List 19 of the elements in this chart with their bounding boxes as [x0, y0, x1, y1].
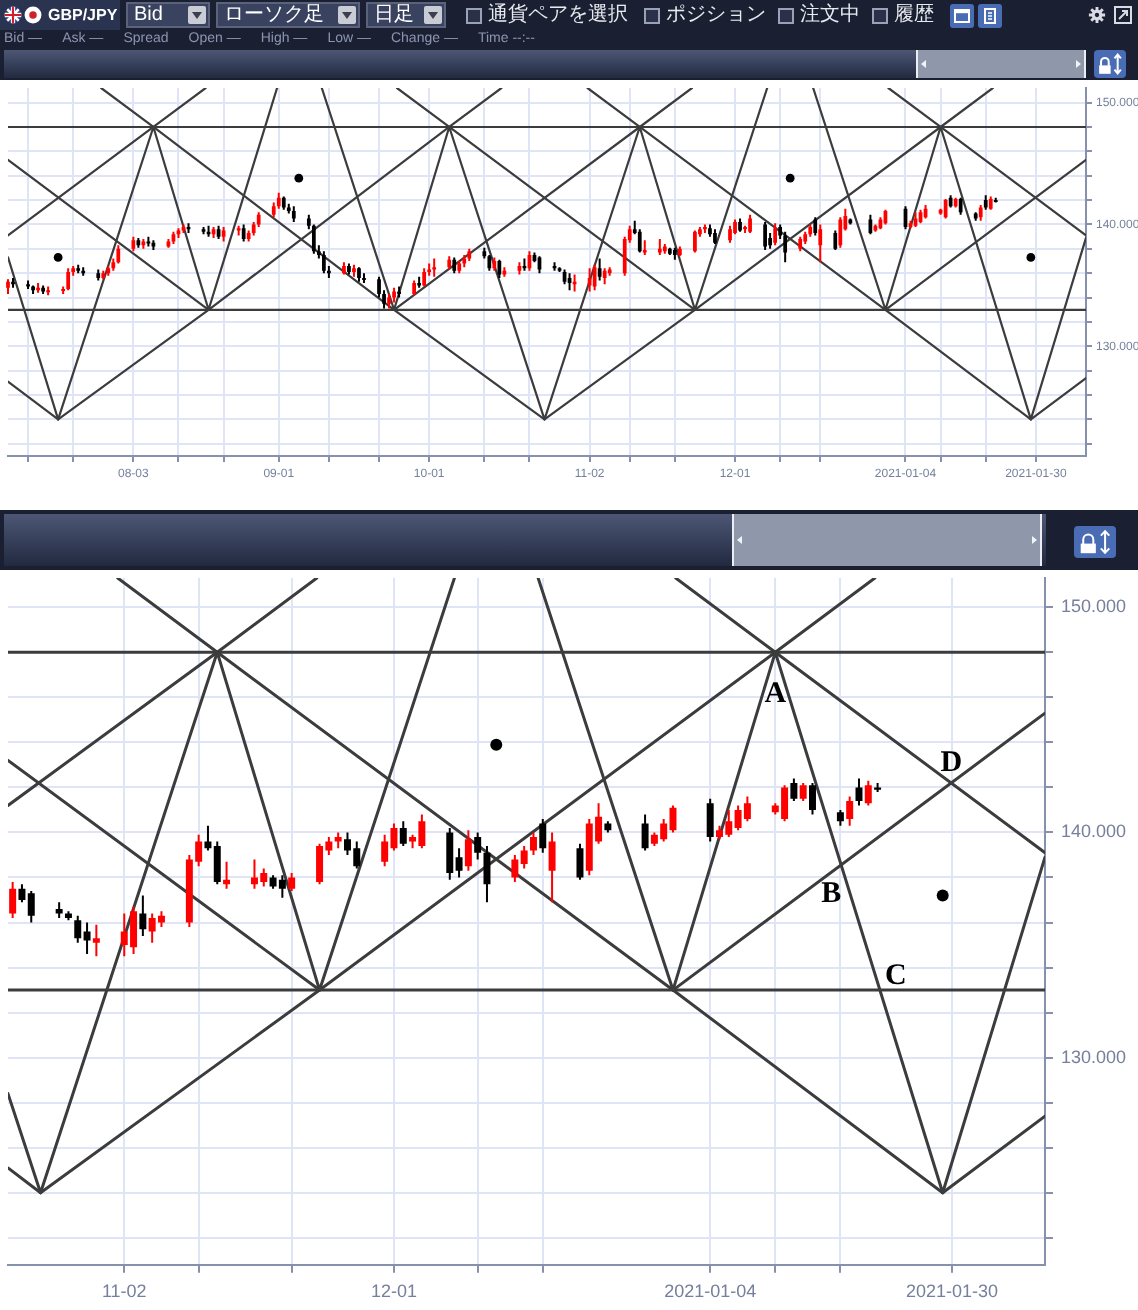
text: Bid — [134, 4, 163, 26]
x-tick-label: 11-02 — [101, 1280, 147, 1301]
annotation: A — [764, 678, 787, 711]
y-tick-label: 140.000 — [1061, 821, 1127, 842]
text: GBP/JPY — [48, 5, 118, 25]
y-tick-label: 150.000 — [1061, 596, 1127, 617]
x-tick-label: 12-01 — [370, 1280, 417, 1301]
text: ローソク足 — [224, 4, 324, 26]
x-tick-label: 2021-01-04 — [664, 1280, 757, 1301]
text: ポジション — [666, 4, 766, 26]
annotation: C — [885, 959, 907, 992]
x-tick-label: 2021-01-30 — [905, 1280, 999, 1301]
text: 履歴 — [894, 4, 934, 26]
text: 通貨ペアを選択 — [488, 4, 628, 26]
text: 注文中 — [800, 4, 860, 26]
text: 日足 — [374, 4, 414, 26]
annotation: B — [821, 877, 842, 910]
y-tick-label: 130.000 — [1061, 1046, 1127, 1067]
annotation: D — [940, 746, 963, 779]
